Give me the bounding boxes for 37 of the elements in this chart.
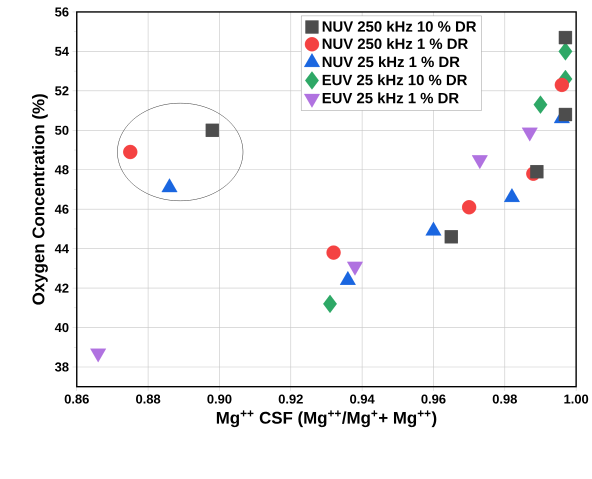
legend-label: NUV 250 kHz 10 % DR <box>322 20 476 32</box>
point <box>530 164 544 178</box>
x-tick-label: 0.92 <box>278 394 303 404</box>
point <box>558 30 572 44</box>
x-tick-label: 0.94 <box>350 394 375 404</box>
x-tick-label: 0.86 <box>64 394 89 404</box>
legend-label: EUV 25 kHz 10 % DR <box>322 74 468 86</box>
legend-label: EUV 25 kHz 1 % DR <box>322 92 459 104</box>
x-tick-label: 0.90 <box>207 394 232 404</box>
point <box>558 108 572 121</box>
point <box>444 230 458 244</box>
point <box>534 95 548 114</box>
y-tick-label: 54 <box>55 46 69 56</box>
point <box>462 200 476 214</box>
y-tick-label: 50 <box>55 126 68 135</box>
y-tick-label: 44 <box>54 244 69 253</box>
y-tick-label: 46 <box>54 204 69 214</box>
point <box>123 144 138 159</box>
point <box>323 294 337 313</box>
y-tick-label: 56 <box>55 7 69 16</box>
y-tick-label: 42 <box>54 283 68 292</box>
x-tick-label: 1.00 <box>564 394 588 404</box>
x-tick-label: 0.98 <box>492 394 517 404</box>
y-tick-label: 40 <box>54 322 68 332</box>
y-tick-label: 48 <box>54 164 69 174</box>
point <box>206 123 219 137</box>
point <box>558 42 572 60</box>
point <box>326 245 341 260</box>
legend-label: NUV 25 kHz 1 % DR <box>322 56 460 67</box>
y-tick-label: 52 <box>55 86 68 96</box>
text: Mg$^{++}$ CSF (Mg$^{++}$/Mg$^{+}$+ Mg$^{++}$) <box>216 410 436 427</box>
legend-label: NUV 250 kHz 1 % DR <box>322 38 468 49</box>
y-axis-title: Oxygen Concentration (%) <box>32 94 48 304</box>
x-tick-label: 0.96 <box>421 394 446 404</box>
x-tick-label: 0.88 <box>136 394 160 404</box>
y-tick-label: 38 <box>54 362 69 372</box>
point <box>554 78 570 92</box>
